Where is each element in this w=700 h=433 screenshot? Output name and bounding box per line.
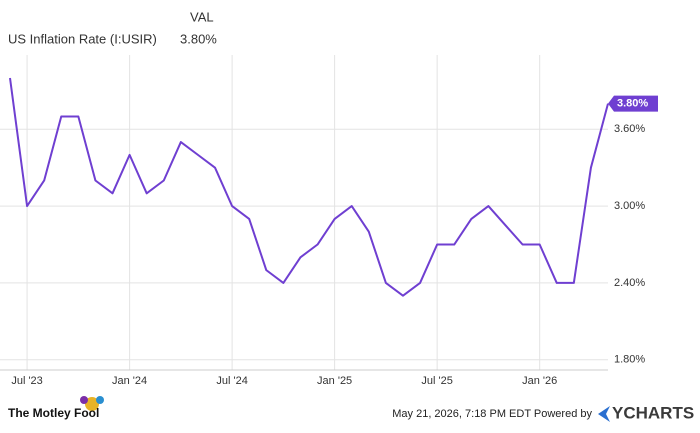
value-column-label: VAL: [190, 9, 214, 24]
x-tick-label: Jul '24: [216, 375, 247, 387]
brand: The Motley Fool: [8, 406, 99, 420]
line: [9, 77, 609, 297]
x-tick-label: Jan '26: [522, 375, 557, 387]
value-flag-label: 3.80%: [617, 98, 648, 110]
series-name: US Inflation Rate (I:USIR): [8, 31, 157, 46]
provider-icon: [598, 406, 610, 422]
x-tick-label: Jul '25: [421, 375, 452, 387]
provider: YCHARTS: [612, 403, 694, 422]
y-tick-label: 3.00%: [614, 200, 645, 212]
timestamp: May 21, 2026, 7:18 PM EDT Powered by: [392, 408, 592, 420]
y-tick-label: 2.40%: [614, 277, 645, 289]
x-tick-label: Jan '25: [317, 375, 352, 387]
logo: [80, 396, 104, 411]
x-tick-label: Jul '23: [11, 375, 42, 387]
y-tick-label: 3.60%: [614, 123, 645, 135]
x-tick-label: Jan '24: [112, 375, 147, 387]
series-latest-value: 3.80%: [180, 31, 217, 46]
value-flag: [608, 95, 658, 112]
y-tick-label: 1.80%: [614, 354, 645, 366]
